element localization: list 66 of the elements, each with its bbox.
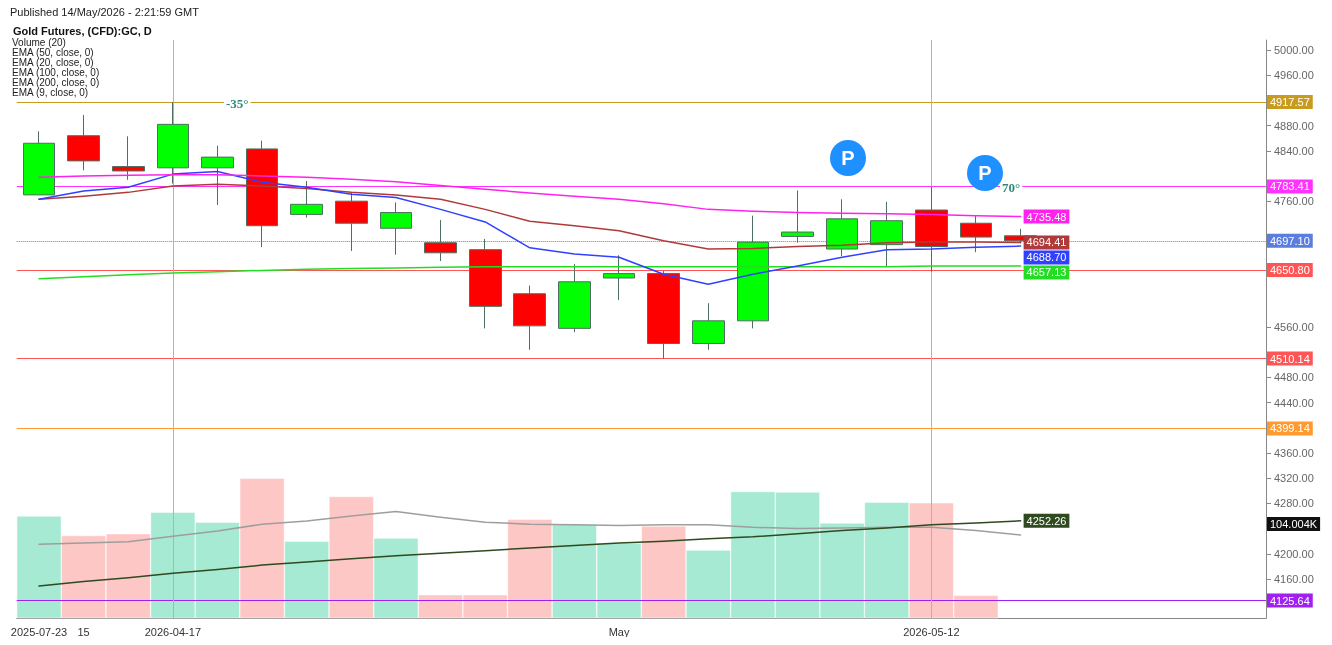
y-tick-label: 4880.00 — [1274, 119, 1314, 132]
text: 104.004K — [1270, 518, 1318, 530]
candlestick — [870, 201, 903, 268]
ref-line-label: 4697.10 — [1270, 234, 1310, 247]
x-tick-label: May — [608, 625, 630, 638]
x-tick-label: 15 — [77, 625, 90, 638]
y-tick-label: 4320.00 — [1274, 472, 1314, 485]
line-series — [38, 520, 1022, 587]
y-tick-label: 4160.00 — [1274, 572, 1314, 585]
y-tick-label: 5000.00 — [1274, 44, 1314, 57]
candlestick — [424, 219, 457, 262]
data-label: 4735.48 — [1026, 210, 1067, 223]
candlestick — [826, 198, 858, 257]
candlestick — [112, 135, 145, 181]
candlestick — [380, 201, 412, 256]
line-series — [38, 265, 1022, 280]
ref-line-label: 4125.64 — [1270, 594, 1310, 607]
x-tick-label: 2026-05-12 — [903, 625, 960, 638]
candlestick — [513, 285, 546, 351]
annotation: 70° — [1002, 180, 1021, 195]
y-tick-label: 4960.00 — [1274, 69, 1314, 82]
y-tick-label: 4480.00 — [1274, 371, 1314, 384]
candlestick — [915, 185, 948, 273]
ref-line-label: 4650.80 — [1270, 263, 1310, 276]
y-tick-label: 4840.00 — [1274, 144, 1314, 157]
annotation: Volume (20) — [12, 36, 66, 48]
candlestick — [558, 263, 591, 333]
y-tick-label: 4560.00 — [1274, 321, 1314, 334]
text: Published 14/May/2026 - 2:21:59 GMT — [10, 5, 200, 18]
candlestick — [960, 215, 992, 253]
y-tick-label: 4760.00 — [1274, 195, 1314, 208]
ref-line-label: 4917.57 — [1270, 95, 1310, 108]
ref-line-label: 4399.14 — [1270, 422, 1310, 435]
candlestick — [23, 130, 55, 196]
y-tick-label: 4360.00 — [1274, 447, 1314, 460]
ref-line-label: 4783.41 — [1270, 180, 1310, 193]
candlestick — [67, 114, 100, 171]
annotation: EMA (100, close, 0) — [12, 66, 100, 78]
annotation: EMA (9, close, 0) — [12, 86, 89, 98]
data-label: 4657.13 — [1026, 266, 1067, 279]
y-tick-label: 4440.00 — [1274, 396, 1314, 409]
candlestick — [647, 270, 680, 359]
data-label: 4694.41 — [1026, 236, 1067, 249]
data-label: 4688.70 — [1026, 251, 1067, 264]
candlestick — [290, 180, 323, 219]
candlestick — [603, 254, 635, 301]
y-tick-label: 4280.00 — [1274, 497, 1314, 510]
y-tick-label: 4200.00 — [1274, 547, 1314, 560]
ref-line-label: 4510.14 — [1270, 352, 1310, 365]
data-label: 4252.26 — [1026, 514, 1067, 527]
annotation: -35° — [226, 96, 249, 111]
candlestick — [201, 145, 234, 206]
candlestick — [737, 215, 769, 329]
candlestick — [246, 140, 278, 248]
line-series — [38, 510, 1022, 546]
annotation: EMA (200, close, 0) — [12, 76, 100, 88]
candlestick — [157, 101, 189, 185]
chart-title: Gold Futures, (CFD):GC, D — [13, 24, 152, 37]
candlestick — [692, 302, 725, 351]
annotation: EMA (20, close, 0) — [12, 56, 94, 68]
x-tick-label: 2025-07-23 — [10, 625, 68, 638]
candlestick — [469, 238, 502, 329]
candlestick — [781, 189, 814, 244]
x-tick-label: 2026-04-17 — [144, 625, 202, 638]
candlestick — [335, 191, 368, 252]
annotation: EMA (50, close, 0) — [12, 46, 94, 58]
